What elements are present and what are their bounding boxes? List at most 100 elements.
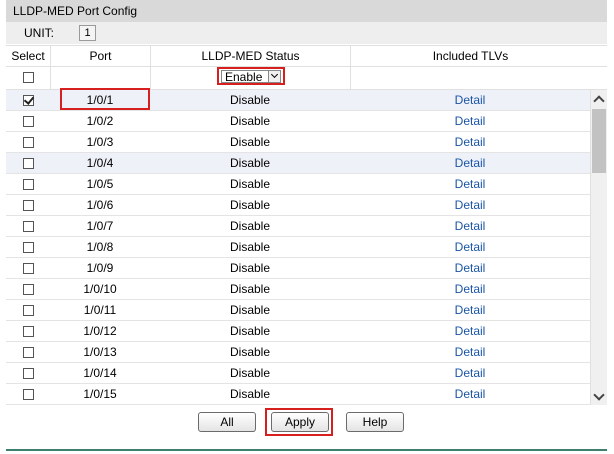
table-row[interactable]: 1/0/12 Disable Detail <box>6 321 590 342</box>
detail-link[interactable]: Detail <box>454 93 486 107</box>
status-cell: Disable <box>229 303 271 317</box>
row-select-checkbox[interactable] <box>22 368 34 380</box>
header-select: Select <box>11 49 45 63</box>
table-row[interactable]: 1/0/1 Disable Detail <box>6 88 590 111</box>
detail-link[interactable]: Detail <box>454 387 486 401</box>
table-row[interactable]: 1/0/5 Disable Detail <box>6 174 590 195</box>
port-cell: 1/0/6 <box>86 198 114 212</box>
row-select-checkbox[interactable] <box>22 389 34 401</box>
scrollbar-thumb[interactable] <box>592 109 606 173</box>
detail-link[interactable]: Detail <box>454 135 486 149</box>
status-cell: Disable <box>229 345 271 359</box>
status-cell: Disable <box>229 366 271 380</box>
status-cell: Disable <box>229 198 271 212</box>
row-select-checkbox[interactable] <box>22 95 34 107</box>
select-all-checkbox[interactable] <box>22 72 34 84</box>
port-cell: 1/0/13 <box>83 345 117 359</box>
row-select-checkbox[interactable] <box>22 158 34 170</box>
port-cell: 1/0/12 <box>83 324 117 338</box>
row-select-checkbox[interactable] <box>22 137 34 149</box>
all-button[interactable]: All <box>198 412 256 432</box>
row-select-checkbox[interactable] <box>22 242 34 254</box>
table-row[interactable]: 1/0/13 Disable Detail <box>6 342 590 363</box>
apply-button-highlight <box>265 408 333 436</box>
port-cell: 1/0/1 <box>86 93 114 107</box>
table-row[interactable]: 1/0/9 Disable Detail <box>6 258 590 279</box>
table-row[interactable]: 1/0/10 Disable Detail <box>6 279 590 300</box>
chevron-down-icon[interactable] <box>268 70 281 83</box>
status-cell: Disable <box>229 156 271 170</box>
detail-link[interactable]: Detail <box>454 219 486 233</box>
status-cell: Disable <box>229 93 271 107</box>
status-cell: Disable <box>229 240 271 254</box>
detail-link[interactable]: Detail <box>454 303 486 317</box>
port-cell: 1/0/4 <box>86 156 114 170</box>
detail-link[interactable]: Detail <box>454 240 486 254</box>
row-select-checkbox[interactable] <box>22 326 34 338</box>
table-row[interactable]: 1/0/2 Disable Detail <box>6 111 590 132</box>
status-cell: Disable <box>229 219 271 233</box>
port-cell: 1/0/8 <box>86 240 114 254</box>
table-row[interactable]: 1/0/4 Disable Detail <box>6 153 590 174</box>
port-cell: 1/0/14 <box>83 366 117 380</box>
port-cell: 1/0/5 <box>86 177 114 191</box>
row-select-checkbox[interactable] <box>22 284 34 296</box>
detail-link[interactable]: Detail <box>454 345 486 359</box>
table-row[interactable]: 1/0/8 Disable Detail <box>6 237 590 258</box>
header-port: Port <box>50 46 150 66</box>
row-select-checkbox[interactable] <box>22 221 34 233</box>
header-tlvs: Included TLVs <box>350 46 590 66</box>
footer-divider <box>6 449 607 451</box>
panel-title: LLDP-MED Port Config <box>6 0 607 22</box>
apply-button[interactable]: Apply <box>271 412 329 432</box>
port-cell: 1/0/3 <box>86 135 114 149</box>
status-cell: Disable <box>229 282 271 296</box>
row-select-checkbox[interactable] <box>22 305 34 317</box>
status-dropdown-highlight: Enable <box>217 67 285 85</box>
status-cell: Disable <box>229 387 271 401</box>
detail-link[interactable]: Detail <box>454 261 486 275</box>
detail-link[interactable]: Detail <box>454 198 486 212</box>
detail-link[interactable]: Detail <box>454 324 486 338</box>
bulk-config-row: Enable <box>6 67 607 90</box>
row-select-checkbox[interactable] <box>22 347 34 359</box>
detail-link[interactable]: Detail <box>454 114 486 128</box>
status-cell: Disable <box>229 135 271 149</box>
unit-label: UNIT: <box>24 26 54 40</box>
port-cell: 1/0/9 <box>86 261 114 275</box>
port-cell: 1/0/2 <box>86 114 114 128</box>
row-select-checkbox[interactable] <box>22 179 34 191</box>
table-scrollbar[interactable] <box>590 90 607 405</box>
port-cell: 1/0/15 <box>83 387 117 401</box>
row-select-checkbox[interactable] <box>22 116 34 128</box>
row-select-checkbox[interactable] <box>22 263 34 275</box>
status-cell: Disable <box>229 177 271 191</box>
unit-row: UNIT: 1 <box>6 22 607 44</box>
status-cell: Disable <box>229 324 271 338</box>
table-row[interactable]: 1/0/6 Disable Detail <box>6 195 590 216</box>
status-cell: Disable <box>229 114 271 128</box>
row-select-checkbox[interactable] <box>22 200 34 212</box>
status-dropdown[interactable]: Enable <box>221 70 281 83</box>
detail-link[interactable]: Detail <box>454 282 486 296</box>
unit-selector[interactable]: 1 <box>79 25 96 41</box>
header-status: LLDP-MED Status <box>150 46 350 66</box>
scroll-up-icon[interactable] <box>591 90 607 107</box>
status-dropdown-value: Enable <box>225 70 263 84</box>
status-cell: Disable <box>229 261 271 275</box>
table-row[interactable]: 1/0/7 Disable Detail <box>6 216 590 237</box>
selected-row-highlight <box>60 88 150 110</box>
help-button[interactable]: Help <box>346 412 404 432</box>
port-cell: 1/0/7 <box>86 219 114 233</box>
table-row[interactable]: 1/0/11 Disable Detail <box>6 300 590 321</box>
detail-link[interactable]: Detail <box>454 366 486 380</box>
port-cell: 1/0/10 <box>83 282 117 296</box>
detail-link[interactable]: Detail <box>454 156 486 170</box>
detail-link[interactable]: Detail <box>454 177 486 191</box>
table-row[interactable]: 1/0/3 Disable Detail <box>6 132 590 153</box>
table-header: Select Port LLDP-MED Status Included TLV… <box>6 45 607 67</box>
table-row[interactable]: 1/0/14 Disable Detail <box>6 363 590 384</box>
scroll-down-icon[interactable] <box>591 388 607 405</box>
port-cell: 1/0/11 <box>83 303 117 317</box>
table-row[interactable]: 1/0/15 Disable Detail <box>6 384 590 405</box>
